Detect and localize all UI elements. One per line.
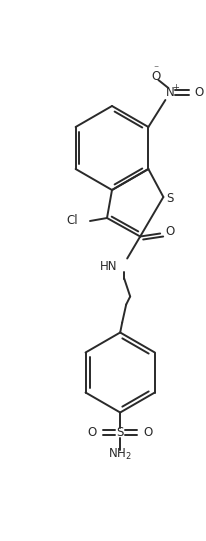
Text: S: S — [167, 192, 174, 204]
Text: O: O — [88, 426, 97, 439]
Text: S: S — [117, 426, 124, 439]
Text: N: N — [166, 85, 175, 98]
Text: NH$_2$: NH$_2$ — [108, 447, 132, 462]
Text: O: O — [144, 426, 153, 439]
Text: O: O — [166, 225, 175, 238]
Text: +: + — [172, 83, 179, 93]
Text: Cl: Cl — [66, 214, 78, 228]
Text: ⁻: ⁻ — [154, 64, 159, 74]
Text: O: O — [195, 85, 204, 98]
Text: HN: HN — [100, 260, 117, 273]
Text: O: O — [152, 69, 161, 82]
